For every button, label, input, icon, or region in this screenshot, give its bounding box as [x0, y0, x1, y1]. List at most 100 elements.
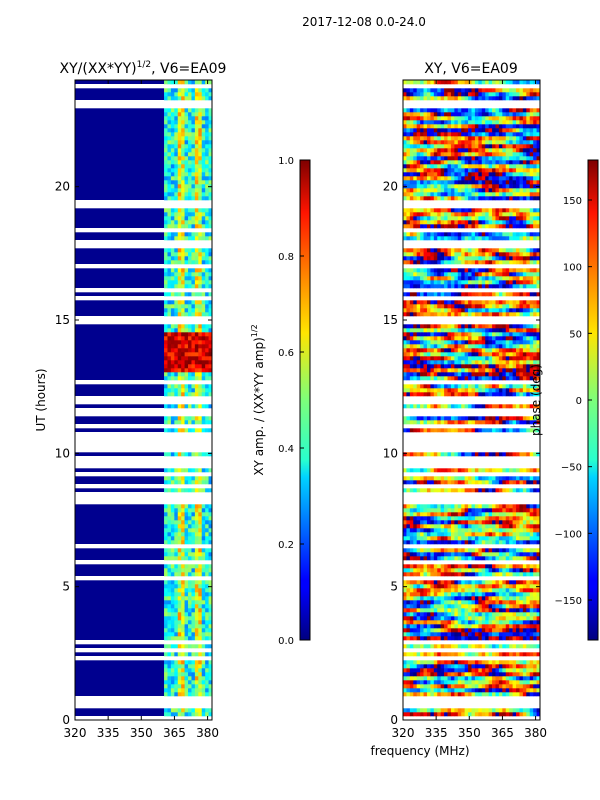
- amplitude-cell: [170, 196, 175, 201]
- phase-cell: [409, 568, 414, 573]
- amplitude-cell: [170, 164, 175, 169]
- phase-cell: [529, 624, 534, 629]
- phase-cell: [464, 332, 469, 337]
- phase-cell: [516, 504, 520, 509]
- amplitude-cell: [208, 688, 212, 693]
- amplitude-cell: [188, 384, 192, 389]
- phase-cell: [413, 280, 417, 285]
- phase-cell: [533, 708, 537, 713]
- amplitude-cell: [167, 224, 172, 229]
- amplitude-cell: [208, 188, 212, 193]
- amplitude-cell: [201, 212, 206, 217]
- amplitude-cell: [194, 376, 199, 381]
- amplitude-cell: [181, 144, 185, 149]
- amplitude-cell: [194, 572, 199, 577]
- phase-cell: [536, 504, 540, 509]
- phase-cell: [406, 284, 411, 289]
- phase-cell: [495, 416, 500, 421]
- amplitude-cell: [191, 328, 196, 333]
- amplitude-cell: [201, 508, 206, 513]
- amplitude-cell: [174, 268, 179, 273]
- phase-cell: [505, 620, 510, 625]
- phase-cell: [516, 708, 520, 713]
- amplitude-cell: [208, 636, 212, 641]
- phase-cell: [403, 276, 407, 281]
- phase-cell: [420, 328, 424, 333]
- phase-cell: [505, 512, 510, 517]
- phase-cell: [426, 304, 431, 309]
- phase-cell: [433, 404, 438, 409]
- phase-cell: [519, 548, 524, 553]
- phase-cell: [488, 676, 493, 681]
- phase-cell: [519, 588, 524, 593]
- amplitude-cell: [181, 360, 185, 365]
- amplitude-cell: [184, 516, 189, 521]
- phase-cell: [444, 272, 448, 277]
- phase-cell: [502, 364, 507, 369]
- amplitude-cell: [177, 212, 182, 217]
- phase-cell: [509, 392, 513, 397]
- phase-cell: [522, 532, 527, 537]
- phase-cell: [481, 292, 486, 297]
- amplitude-cell: [188, 160, 192, 165]
- phase-cell: [495, 324, 500, 329]
- amplitude-cell: [208, 164, 212, 169]
- phase-cell: [433, 336, 438, 341]
- amplitude-cell: [167, 516, 172, 521]
- phase-cell: [474, 608, 479, 613]
- phase-cell: [502, 416, 507, 421]
- phase-cell: [433, 712, 438, 717]
- phase-cell: [468, 512, 472, 517]
- phase-cell: [505, 304, 510, 309]
- amplitude-cell: [205, 188, 209, 193]
- amplitude-cell: [191, 552, 196, 557]
- amplitude-cell: [188, 208, 192, 213]
- amplitude-cell: [177, 292, 182, 297]
- amplitude-cell: [174, 604, 179, 609]
- amplitude-cell: [205, 124, 209, 129]
- phase-cell: [403, 524, 407, 529]
- amplitude-cell: [208, 376, 212, 381]
- amplitude-cell: [191, 88, 196, 93]
- amplitude-cell: [194, 108, 199, 113]
- phase-cell: [478, 712, 483, 717]
- phase-cell: [447, 612, 452, 617]
- phase-cell: [536, 540, 540, 545]
- phase-cell: [461, 664, 465, 669]
- phase-cell: [505, 712, 510, 717]
- phase-cell: [478, 332, 483, 337]
- amplitude-cell: [181, 348, 185, 353]
- phase-cell: [474, 540, 479, 545]
- phase-cell: [478, 344, 483, 349]
- phase-cell: [464, 328, 469, 333]
- phase-cell: [450, 676, 455, 681]
- phase-cell: [440, 272, 445, 277]
- phase-cell: [516, 672, 520, 677]
- phase-cell: [498, 680, 503, 685]
- phase-cell: [461, 508, 465, 513]
- phase-cell: [406, 356, 411, 361]
- phase-cell: [533, 712, 537, 717]
- phase-cell: [464, 516, 469, 521]
- phase-cell: [457, 552, 462, 557]
- phase-cell: [471, 428, 476, 433]
- phase-cell: [416, 636, 421, 641]
- phase-cell: [485, 324, 489, 329]
- phase-cell: [406, 604, 411, 609]
- phase-cell: [454, 272, 459, 277]
- amplitude-cell: [167, 524, 172, 529]
- amplitude-cell: [167, 508, 172, 513]
- phase-cell: [512, 688, 517, 693]
- phase-cell: [420, 564, 424, 569]
- phase-cell: [437, 636, 441, 641]
- flagged-row: [403, 296, 540, 301]
- phase-cell: [512, 652, 517, 657]
- phase-cell: [505, 556, 510, 561]
- amplitude-cell: [188, 324, 192, 329]
- amplitude-cell: [167, 528, 172, 533]
- amplitude-cell: [205, 340, 209, 345]
- phase-cell: [430, 284, 435, 289]
- phase-cell: [403, 596, 407, 601]
- phase-cell: [485, 568, 489, 573]
- phase-cell: [498, 520, 503, 525]
